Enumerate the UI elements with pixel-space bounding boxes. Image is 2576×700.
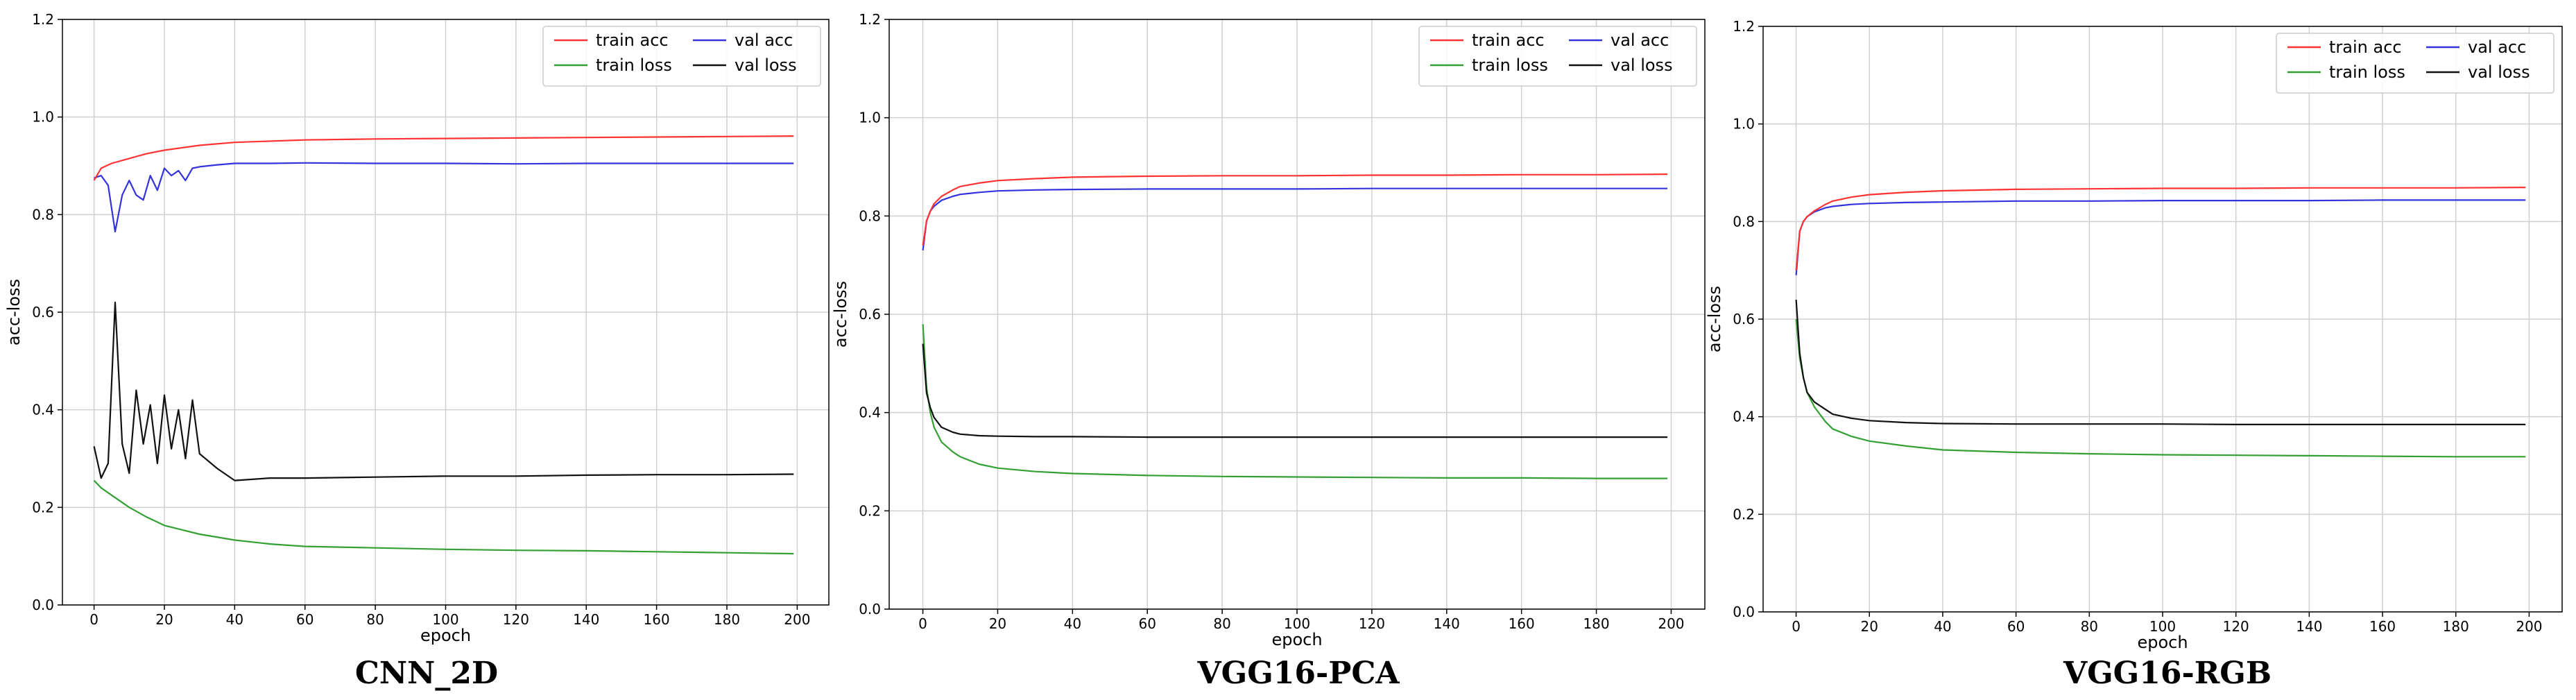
legend: train acc val acc train loss val loss (1418, 26, 1697, 87)
x-tick-label: 60 (296, 611, 314, 628)
x-tick-label: 80 (1213, 615, 1230, 632)
x-tick-label: 40 (226, 611, 243, 628)
x-tick-label: 120 (503, 611, 529, 628)
legend-label: val acc (735, 31, 793, 50)
y-tick-label: 0.0 (1733, 604, 1755, 620)
x-tick-label: 200 (1658, 615, 1684, 632)
series-line-val-acc (94, 162, 794, 232)
x-tick-label: 140 (2296, 618, 2322, 635)
series-line-train-acc (1795, 187, 2526, 271)
series-line-train-loss (93, 479, 794, 555)
legend-label: train loss (596, 56, 672, 75)
legend-label: train acc (1472, 31, 1545, 50)
chart-vgg16-pca: 0 20 40 60 80 100 120 140 160 180 200 0.0 0.2 0.4 0.6 0… (831, 11, 1706, 691)
y-tick-label: 0.6 (1733, 311, 1755, 327)
x-tick-label: 60 (1138, 615, 1156, 632)
y-tick-label: 0.2 (32, 499, 54, 515)
x-tick-label: 140 (1434, 615, 1460, 632)
series-line-train-acc (922, 173, 1668, 246)
y-tick-label: 0.2 (1733, 506, 1755, 522)
series-line-val-loss (922, 343, 1668, 438)
y-tick-label: 0.0 (859, 601, 881, 617)
x-tick-label: 160 (644, 611, 670, 628)
legend-label: val loss (735, 56, 797, 75)
x-tick-label: 180 (714, 611, 740, 628)
y-tick-label: 1.2 (32, 11, 54, 28)
x-tick-label: 160 (2369, 618, 2396, 635)
x-tick-label: 160 (1509, 615, 1535, 632)
x-tick-label: 20 (1861, 618, 1878, 635)
legend-label: val acc (2468, 37, 2526, 57)
x-tick-label: 140 (573, 611, 599, 628)
legend: train acc val acc train loss val loss (2276, 33, 2554, 94)
legend-box (2276, 33, 2554, 94)
legend-label: val acc (1611, 31, 1669, 50)
x-tick-label: 180 (2443, 618, 2469, 635)
x-tick-label: 100 (432, 611, 458, 628)
x-tick-label: 120 (2223, 618, 2249, 635)
legend-label: val loss (2468, 62, 2530, 82)
y-tick-label: 0.8 (32, 206, 54, 223)
x-tick-label: 40 (1934, 618, 1951, 635)
x-tick-label: 100 (2149, 618, 2176, 635)
chart-caption: VGG16-RGB (2063, 656, 2272, 691)
legend-label: train loss (2329, 62, 2405, 82)
y-tick-label: 0.2 (859, 502, 881, 519)
y-axis-label: acc-loss (831, 281, 850, 348)
y-tick-label: 0.8 (1733, 213, 1755, 230)
chart-vgg16-rgb: 0 20 40 60 80 100 120 140 160 180 200 0.0 0.2 0.4 0.6 0… (1705, 18, 2563, 691)
x-tick-label: 180 (1583, 615, 1609, 632)
y-axis-label: acc-loss (4, 279, 24, 345)
x-tick-label: 200 (784, 611, 810, 628)
y-tick-label: 0.6 (859, 306, 881, 323)
y-tick-label: 0.8 (859, 207, 881, 224)
y-tick-label: 1.2 (859, 11, 881, 28)
x-tick-label: 0 (918, 615, 927, 632)
series-line-train-loss (1795, 318, 2526, 458)
y-tick-label: 0.6 (32, 304, 54, 321)
y-tick-label: 0.4 (1733, 409, 1755, 425)
x-tick-label: 80 (2081, 618, 2098, 635)
y-tick-label: 1.2 (1733, 18, 1755, 35)
legend-box (1418, 26, 1697, 87)
x-tick-label: 0 (89, 611, 98, 628)
x-axis-label: epoch (2137, 633, 2188, 652)
series-line-train-acc (93, 135, 794, 181)
x-tick-label: 40 (1064, 615, 1081, 632)
chart-caption: VGG16-PCA (1196, 656, 1400, 691)
series-line-val-acc (1795, 199, 2526, 275)
legend: train acc val acc train loss val loss (542, 26, 821, 87)
x-axis-label: epoch (420, 626, 471, 645)
series-line-val-loss (93, 301, 794, 481)
legend-box (542, 26, 821, 87)
x-tick-label: 0 (1792, 618, 1801, 635)
x-tick-label: 100 (1284, 615, 1310, 632)
series-line-train-loss (922, 324, 1668, 479)
x-tick-label: 60 (2007, 618, 2025, 635)
y-tick-label: 0.4 (859, 404, 881, 421)
chart-cnn-2d: 0 20 40 60 80 100 120 140 160 180 200 0.0 0.2 0.4 0.6 0… (4, 11, 830, 691)
y-tick-label: 0.4 (32, 402, 54, 418)
series-line-val-acc (922, 187, 1668, 251)
x-tick-label: 20 (989, 615, 1006, 632)
y-axis-label: acc-loss (1705, 286, 1724, 352)
legend-label: train acc (2329, 37, 2402, 57)
y-tick-label: 1.0 (859, 110, 881, 126)
x-axis-label: epoch (1271, 630, 1322, 649)
x-tick-label: 20 (155, 611, 173, 628)
chart-caption: CNN_2D (355, 656, 498, 691)
x-tick-label: 80 (366, 611, 384, 628)
x-tick-label: 200 (2516, 618, 2542, 635)
series-line-val-loss (1795, 299, 2526, 426)
y-tick-label: 0.0 (32, 597, 54, 613)
legend-label: val loss (1611, 56, 1673, 75)
legend-label: train loss (1472, 56, 1548, 75)
legend-label: train acc (596, 31, 669, 50)
y-tick-label: 1.0 (32, 109, 54, 126)
x-tick-label: 120 (1359, 615, 1385, 632)
y-tick-label: 1.0 (1733, 116, 1755, 133)
